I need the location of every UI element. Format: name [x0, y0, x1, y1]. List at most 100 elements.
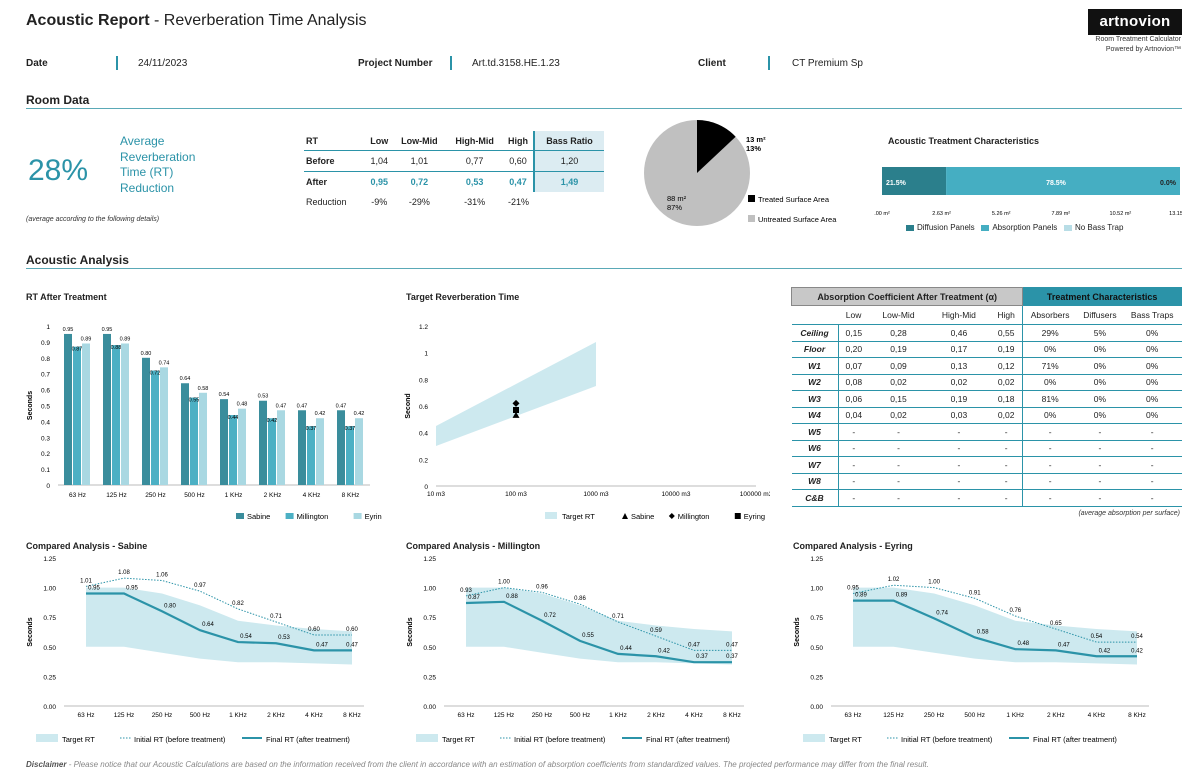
- legend-label: Target RT: [442, 735, 475, 744]
- y-axis-label: Seconds: [27, 391, 34, 420]
- x-tick-label: 63 Hz: [69, 492, 86, 499]
- legend-swatch: [1063, 224, 1072, 231]
- table-row: W6- - - - - - -: [791, 440, 1182, 457]
- x-tick-label: 250 Hz: [532, 712, 553, 719]
- stack-segment-label: 78.5%: [1046, 180, 1067, 187]
- y-tick-label: 0.4: [419, 431, 428, 438]
- y-tick-label: 1.2: [419, 324, 428, 331]
- final-rt-label: 0.88: [506, 594, 518, 600]
- y-tick-label: 0.9: [41, 340, 50, 347]
- bar-data-label: 0.64: [180, 376, 191, 382]
- bar: [73, 346, 81, 485]
- y-tick-label: 1: [424, 351, 428, 358]
- table-row: Ceiling 0,15 0,28 0,46 0,55 29% 5% 0%: [791, 324, 1182, 342]
- stack-legend: Diffusion Panels Absorption Panels No Ba…: [906, 223, 1123, 232]
- y-tick-label: 0.50: [810, 645, 823, 652]
- pie-treated-pct: 13%: [746, 144, 761, 153]
- absorption-cell: -: [1122, 489, 1182, 507]
- absorption-table-title: Absorption Coefficient After Treatment (…: [790, 287, 1024, 306]
- absorption-cell: -: [869, 489, 928, 507]
- absorption-cell: 0%: [1022, 341, 1077, 358]
- absorption-cell: 5%: [1076, 324, 1123, 342]
- x-tick-label: 500 Hz: [570, 712, 591, 719]
- absorption-cell: 0,02: [989, 374, 1023, 391]
- absorption-cell: -: [989, 423, 1023, 441]
- millington-marker: [512, 399, 520, 407]
- initial-rt-label: 1.01: [80, 578, 92, 584]
- absorption-cell: -: [837, 440, 870, 457]
- absorption-cell: 0,13: [927, 357, 990, 375]
- surface-label: W3: [791, 390, 838, 408]
- avg-caption-line: Time (RT): [120, 165, 174, 179]
- absorption-cell: 0,06: [837, 390, 870, 408]
- x-tick-label: 4 KHz: [685, 712, 703, 719]
- final-rt-label: 0.42: [658, 648, 670, 654]
- rt-cell: 1,49: [532, 171, 604, 192]
- final-rt-label: 0.72: [544, 613, 556, 619]
- y-tick-label: 1: [46, 324, 50, 331]
- absorption-cell: -: [927, 473, 990, 490]
- x-tick-label: 1 KHz: [229, 712, 247, 719]
- surface-area-pie: 13 m² 13% 88 m² 87% Treated Surface Area…: [644, 120, 837, 226]
- project-number-label: Project Number: [358, 58, 433, 69]
- client-label: Client: [698, 58, 726, 69]
- initial-rt-label: 0.93: [460, 588, 472, 594]
- initial-rt-label: 0.71: [270, 614, 282, 620]
- bar: [220, 399, 228, 485]
- absorption-cell: -: [869, 473, 928, 490]
- final-rt-label: 0.95: [126, 586, 138, 592]
- initial-rt-label: 0.96: [536, 584, 548, 590]
- y-tick-label: 0.25: [423, 674, 436, 681]
- target-rt-band: [466, 587, 732, 665]
- absorption-cell: -: [1076, 489, 1123, 507]
- absorption-cell: -: [927, 489, 990, 507]
- disclaimer-text: - Please notice that our Acoustic Calcul…: [66, 760, 929, 769]
- legend-swatch: [981, 224, 990, 231]
- bar: [355, 418, 363, 485]
- y-tick-label: 0.8: [419, 377, 428, 384]
- surface-label: W4: [791, 407, 838, 424]
- initial-rt-label: 0.54: [1131, 634, 1143, 640]
- x-tick-label: 63 Hz: [845, 712, 862, 719]
- compared-millington-title: Compared Analysis - Millington: [406, 541, 541, 551]
- absorption-cell: -: [1076, 440, 1123, 457]
- rt-after-treatment-title: RT After Treatment: [26, 292, 107, 302]
- y-tick-label: 0.7: [41, 372, 50, 379]
- table-header: High-Mid: [927, 305, 990, 325]
- bar-data-label: 0.89: [81, 336, 92, 342]
- absorption-note: (average absorption per surface): [1078, 510, 1180, 517]
- absorption-cell: 0,03: [927, 407, 990, 424]
- bar: [259, 400, 267, 485]
- absorption-cell: 0,18: [989, 390, 1023, 408]
- bar-data-label: 0.47: [276, 403, 287, 409]
- date-label: Date: [26, 58, 48, 69]
- table-header: Absorbers: [1022, 305, 1077, 325]
- legend-label: Initial RT (before treatment): [901, 735, 993, 744]
- rt-table: RT Low Low-Mid High-Mid High Bass Ratio …: [304, 131, 604, 212]
- final-rt-line: [465, 600, 732, 664]
- x-tick-label: 125 Hz: [883, 712, 904, 719]
- x-tick-label: 10000 m3: [662, 491, 691, 498]
- absorption-cell: 0%: [1122, 390, 1182, 408]
- absorption-cell: 0,08: [837, 374, 870, 391]
- bar-data-label: 0.37: [306, 426, 317, 432]
- y-tick-label: 0.75: [423, 615, 436, 622]
- bar-data-label: 0.74: [159, 360, 170, 366]
- rt-header: RT: [306, 135, 318, 146]
- initial-rt-line: [465, 587, 732, 651]
- absorption-cell: 0,46: [927, 324, 990, 342]
- rt-cell: 1,01: [392, 150, 447, 172]
- absorption-cell: -: [1076, 456, 1123, 474]
- x-tick-label: 1 KHz: [225, 492, 243, 499]
- bar: [142, 357, 150, 485]
- target-rt-band: [853, 587, 1137, 665]
- x-tick-label: 500 Hz: [964, 712, 985, 719]
- initial-rt-label: 0.71: [612, 614, 624, 620]
- bar-data-label: 0.55: [189, 398, 200, 404]
- absorption-cell: 0%: [1076, 390, 1123, 408]
- pie-untreated-pct: 87%: [667, 203, 682, 212]
- rt-cell: 0,95: [366, 171, 393, 192]
- absorption-cell: -: [989, 456, 1023, 474]
- rt-row-label: After: [304, 171, 366, 192]
- bar: [337, 410, 345, 485]
